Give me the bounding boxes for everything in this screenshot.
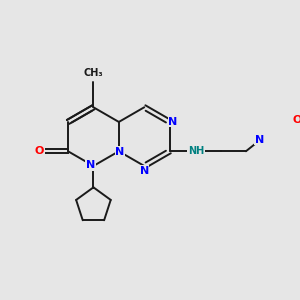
Text: N: N <box>116 147 125 157</box>
Text: N: N <box>168 117 177 127</box>
Text: N: N <box>86 160 95 170</box>
Text: O: O <box>34 146 44 156</box>
Text: N: N <box>255 135 264 145</box>
Text: N: N <box>140 166 149 176</box>
Text: CH₃: CH₃ <box>84 68 103 78</box>
Text: O: O <box>292 115 300 125</box>
Text: NH: NH <box>188 146 204 156</box>
